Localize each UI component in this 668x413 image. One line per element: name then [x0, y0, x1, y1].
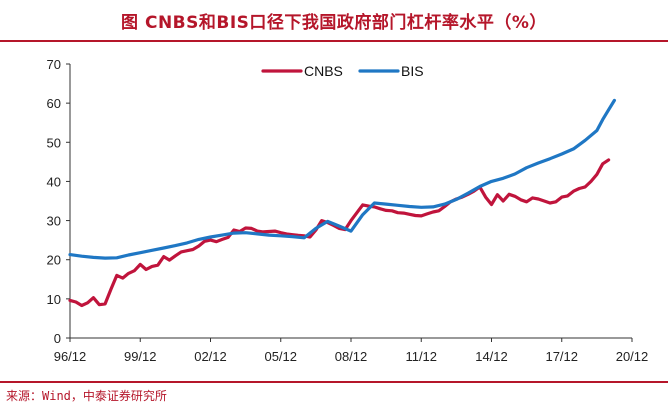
line-chart: 0 10 20 30 40 50 60 70 96/12 99/12 02/12 05/12 08/12…: [47, 57, 649, 364]
y-tick-label: 0: [54, 331, 61, 346]
chart-axes: 0 10 20 30 40 50 60 70 96/12 99/12 02/12 05/12 08/12…: [47, 57, 649, 364]
source-note: 来源：Wind，中泰证券研究所: [6, 389, 167, 403]
y-tick-label: 30: [47, 214, 61, 229]
y-tick-label: 70: [47, 57, 61, 72]
x-tick-label: 02/12: [194, 349, 227, 364]
y-tick-label: 60: [47, 96, 61, 111]
y-tick-label: 20: [47, 253, 61, 268]
legend-label-bis: BIS: [401, 63, 424, 79]
x-tick-label: 99/12: [124, 349, 157, 364]
y-tick-label: 50: [47, 135, 61, 150]
x-tick-label: 11/12: [405, 349, 437, 364]
x-tick-label: 17/12: [545, 349, 578, 364]
y-tick-label: 10: [47, 292, 61, 307]
footer-divider: [0, 381, 668, 383]
legend-label-cnbs: CNBS: [304, 63, 343, 79]
title-divider: [0, 40, 668, 42]
x-tick-label: 08/12: [335, 349, 368, 364]
series-line-bis: [68, 98, 616, 260]
x-tick-label: 96/12: [54, 349, 87, 364]
x-tick-label: 05/12: [264, 349, 297, 364]
x-tick-label: 14/12: [475, 349, 508, 364]
series-line-cnbs: [68, 158, 611, 308]
chart-legend: CNBS BIS: [261, 63, 424, 79]
y-tick-label: 40: [47, 174, 61, 189]
x-tick-label: 20/12: [616, 349, 649, 364]
chart-series: [68, 98, 616, 308]
chart-title-bar: 图 CNBS和BIS口径下我国政府部门杠杆率水平（%）: [0, 0, 668, 40]
chart-title: 图 CNBS和BIS口径下我国政府部门杠杆率水平（%）: [121, 12, 547, 33]
